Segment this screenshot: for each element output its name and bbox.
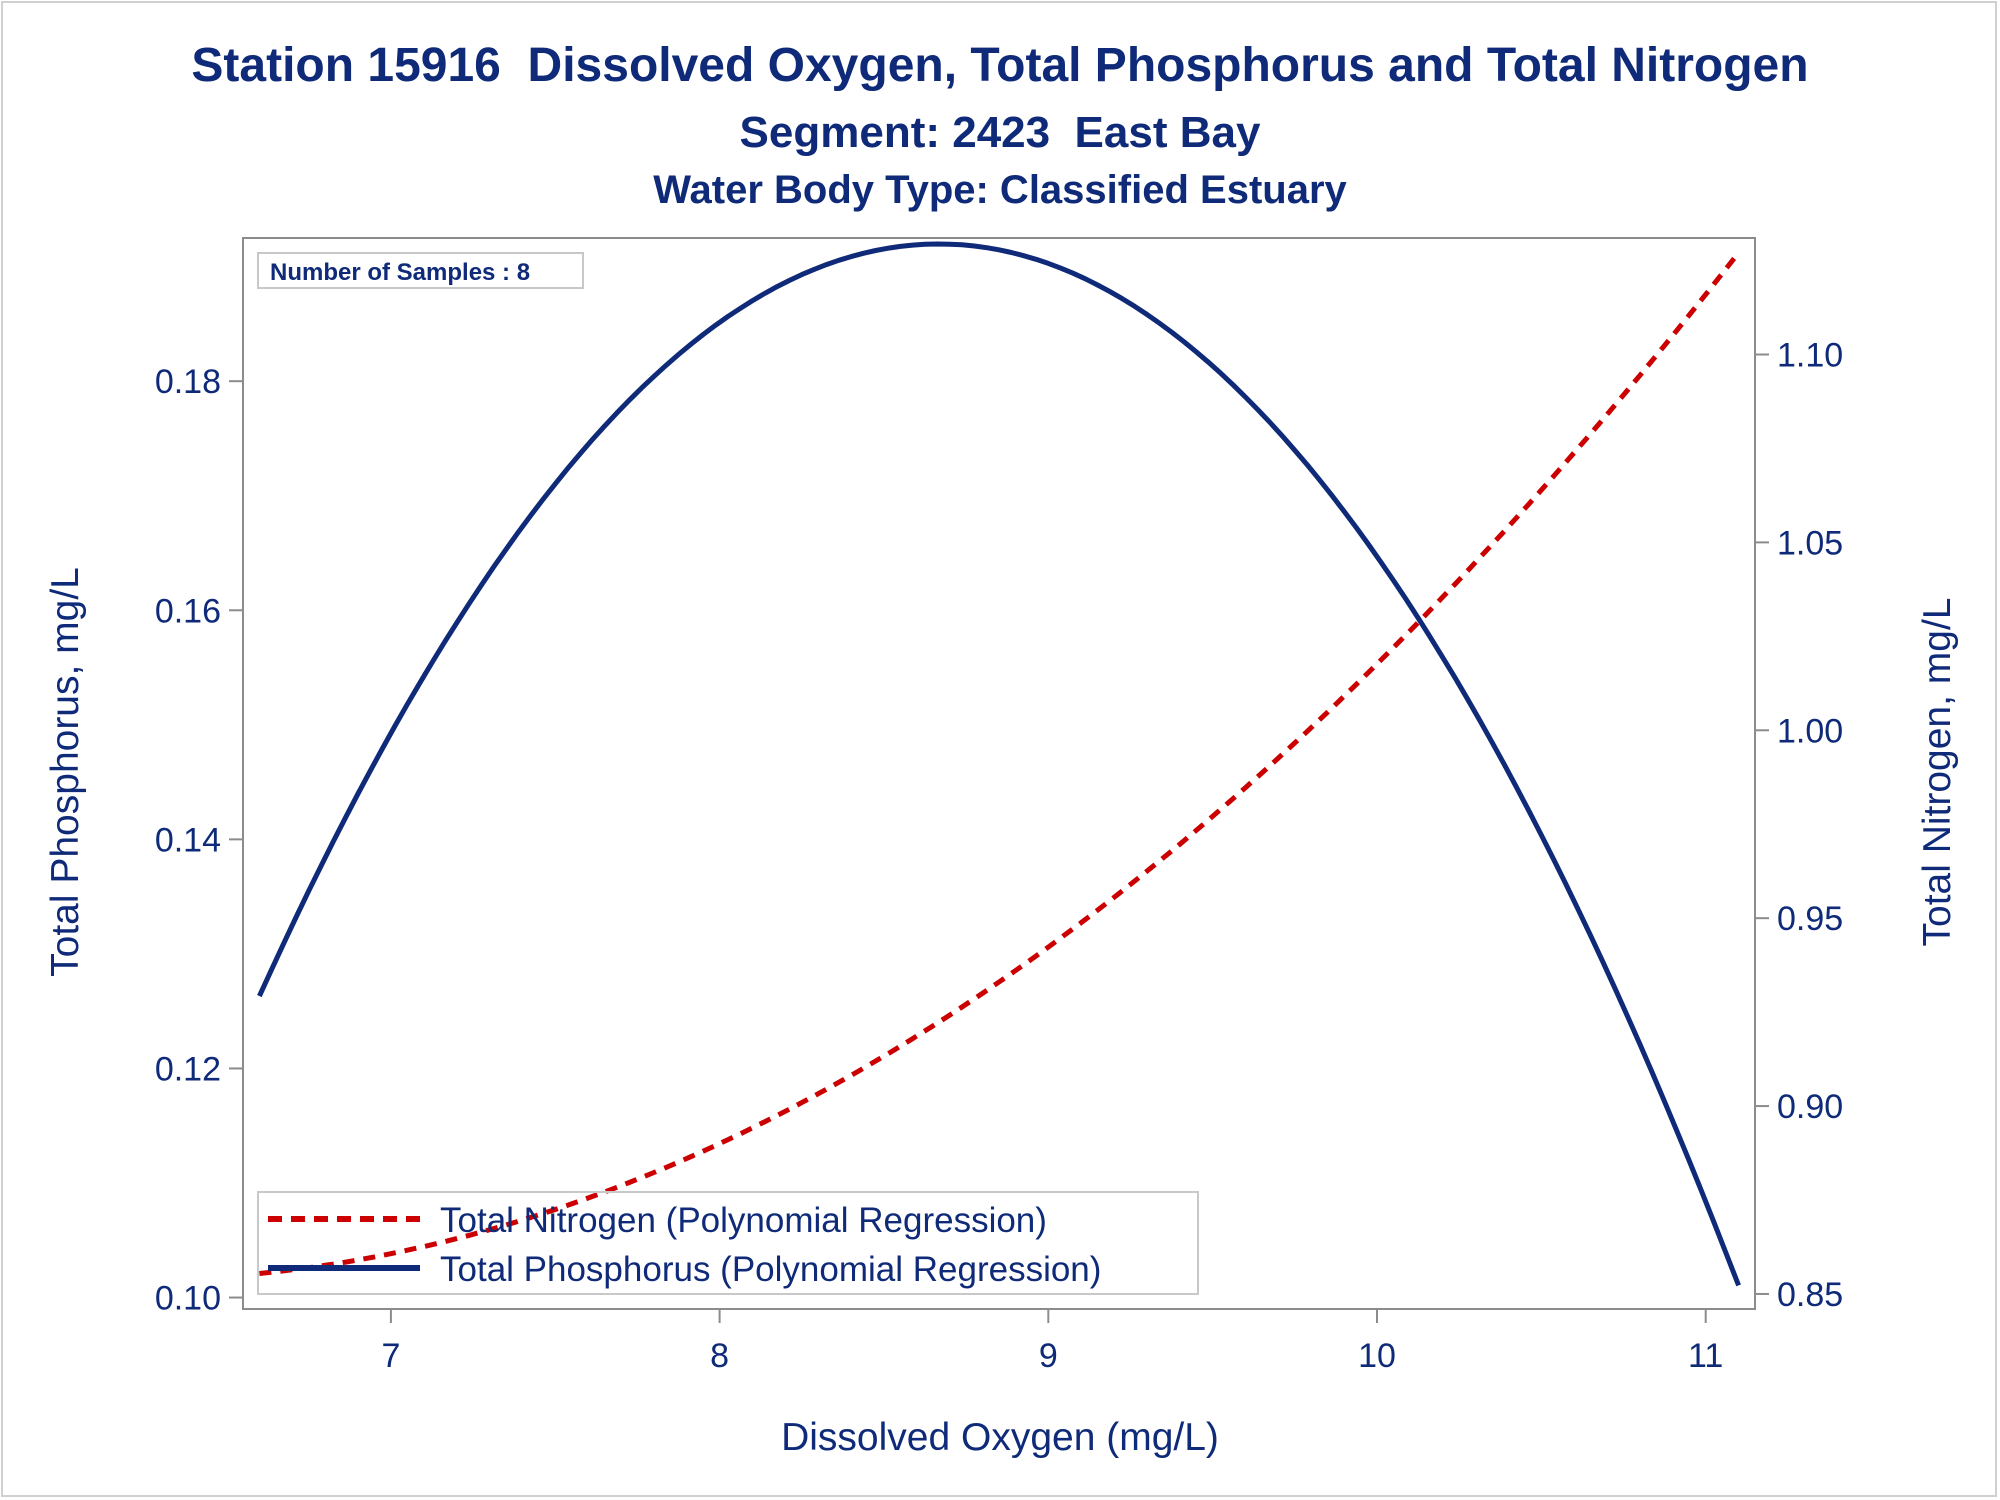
legend-label-phosphorus: Total Phosphorus (Polynomial Regression) <box>440 1250 1101 1289</box>
legend: Total Nitrogen (Polynomial Regression) T… <box>257 1191 1199 1295</box>
y2-tick-label-5: 1.10 <box>1777 336 1843 374</box>
y-tick-label-3: 0.16 <box>155 592 221 630</box>
y2-tick-label-2: 0.95 <box>1777 900 1843 938</box>
y-axis-right: 0.85 0.90 0.95 1.00 1.05 1.10 <box>1755 336 1843 1314</box>
legend-border <box>257 1191 1199 1295</box>
chart-title: Station 15916 Dissolved Oxygen, Total Ph… <box>191 39 1809 92</box>
y2-axis-label: Total Nitrogen, mg/L <box>1916 597 1959 946</box>
series-line-nitrogen <box>259 251 1741 1276</box>
plot-area <box>242 237 1756 1310</box>
y2-tick-label-0: 0.85 <box>1777 1276 1843 1314</box>
y-axis-label: Total Phosphorus, mg/L <box>44 567 87 977</box>
x-tick-label-1: 8 <box>710 1337 729 1375</box>
series-line-phosphorus <box>257 241 1741 1287</box>
chart-subtitle-2: Water Body Type: Classified Estuary <box>653 168 1347 212</box>
x-axis-label: Dissolved Oxygen (mg/L) <box>781 1416 1219 1459</box>
y2-tick-label-1: 0.90 <box>1777 1088 1843 1126</box>
x-tick-label-3: 10 <box>1358 1337 1396 1375</box>
y2-tick-label-3: 1.00 <box>1777 712 1843 750</box>
annotation-box: Number of Samples : 8 <box>257 252 584 289</box>
y2-tick-label-4: 1.05 <box>1777 524 1843 562</box>
y-tick-label-2: 0.14 <box>155 821 221 859</box>
series-layer <box>257 241 1741 1287</box>
sample-count-annotation: Number of Samples : 8 <box>270 259 530 286</box>
annotation-border <box>257 252 584 289</box>
chart-subtitle: Segment: 2423 East Bay <box>739 108 1261 157</box>
legend-label-nitrogen: Total Nitrogen (Polynomial Regression) <box>440 1201 1047 1240</box>
x-tick-label-0: 7 <box>381 1337 400 1375</box>
y-axis-left: 0.10 0.12 0.14 0.16 0.18 <box>155 363 243 1318</box>
y-tick-label-4: 0.18 <box>155 363 221 401</box>
y-tick-label-1: 0.12 <box>155 1050 221 1088</box>
y-tick-label-0: 0.10 <box>155 1280 221 1318</box>
x-axis: 7 8 9 10 11 <box>381 1309 1723 1375</box>
x-tick-label-4: 11 <box>1688 1337 1723 1375</box>
x-tick-label-2: 9 <box>1039 1337 1058 1375</box>
